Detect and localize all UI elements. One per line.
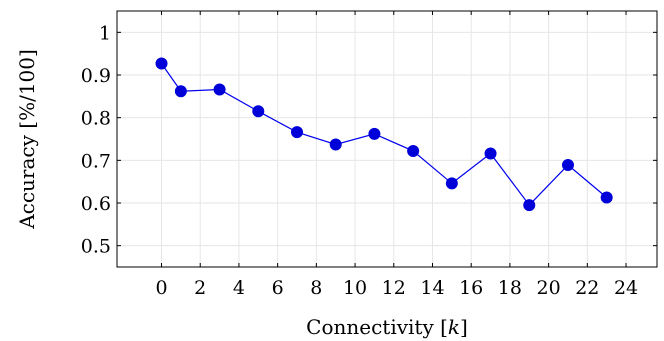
x-tick-label: 22 [575, 277, 599, 299]
x-tick-label: 12 [382, 277, 406, 299]
x-axis-title-var: k [448, 315, 460, 339]
series-line [161, 63, 608, 207]
data-point [445, 177, 458, 190]
plot-frame [116, 10, 658, 268]
data-point [561, 159, 574, 172]
x-tick-label: 10 [343, 277, 367, 299]
data-point [368, 127, 381, 140]
x-tick-label: 14 [420, 277, 444, 299]
x-tick-label: 4 [233, 277, 245, 299]
grid [117, 11, 657, 267]
x-axis-title-close: ] [460, 315, 468, 339]
data-point [291, 126, 303, 139]
y-tick-label: 1 [99, 22, 111, 44]
data-point [407, 144, 420, 157]
axis-ticks: 0 2 4 6 8 10 12 14 16 18 20 22 240.50.60.70.80.91 [81, 11, 657, 299]
x-tick-label: 2 [194, 277, 206, 299]
x-tick-label: 6 [272, 277, 284, 299]
series-accuracy [155, 57, 613, 212]
x-tick-label: 24 [614, 277, 638, 299]
data-point [252, 105, 265, 118]
y-tick-label: 0.6 [81, 193, 111, 215]
x-tick-label: 18 [498, 277, 522, 299]
x-tick-label: 16 [459, 277, 483, 299]
data-point [213, 83, 226, 96]
data-point [174, 85, 187, 98]
y-axis-title: Accuracy [%/100] [15, 49, 39, 230]
data-point [329, 138, 342, 151]
x-axis-title: Connectivity [k] [306, 315, 468, 339]
data-point [155, 57, 168, 70]
y-tick-label: 0.9 [81, 65, 111, 87]
y-tick-label: 0.8 [81, 108, 111, 130]
x-tick-label: 0 [155, 277, 167, 299]
data-point [523, 199, 536, 212]
x-axis-title-text: Connectivity [ [306, 315, 448, 339]
data-point [600, 191, 613, 204]
x-tick-label: 20 [537, 277, 561, 299]
x-tick-label: 8 [310, 277, 322, 299]
y-tick-label: 0.7 [81, 150, 111, 172]
data-point [484, 147, 497, 160]
y-tick-label: 0.5 [81, 236, 111, 258]
